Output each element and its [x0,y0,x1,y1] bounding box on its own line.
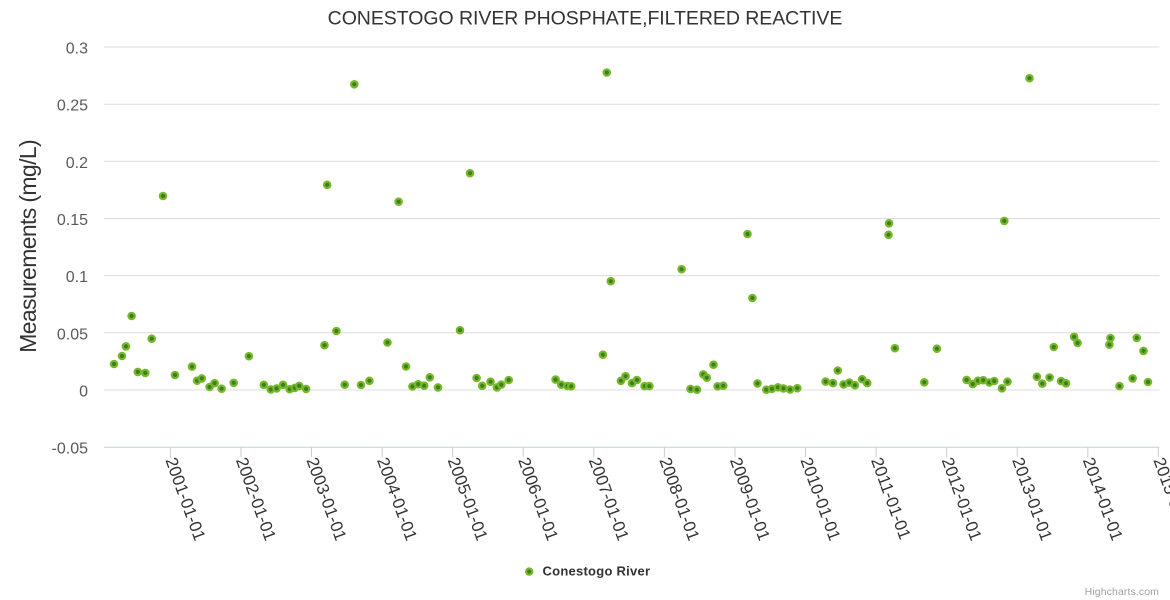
svg-text:0: 0 [79,384,88,401]
svg-text:Conestogo River: Conestogo River [543,564,651,579]
svg-text:Highcharts.com: Highcharts.com [1085,586,1159,598]
svg-text:CONESTOGO RIVER PHOSPHATE,FILT: CONESTOGO RIVER PHOSPHATE,FILTERED REACT… [328,8,843,30]
svg-text:0.3: 0.3 [66,41,88,58]
svg-text:0.1: 0.1 [66,269,88,286]
svg-text:0.05: 0.05 [57,326,88,343]
svg-text:0.25: 0.25 [57,98,88,115]
svg-text:-0.05: -0.05 [52,441,89,458]
svg-text:Measurements (mg/L): Measurements (mg/L) [15,140,41,353]
svg-text:0.2: 0.2 [66,155,88,172]
svg-text:0.15: 0.15 [57,212,88,229]
